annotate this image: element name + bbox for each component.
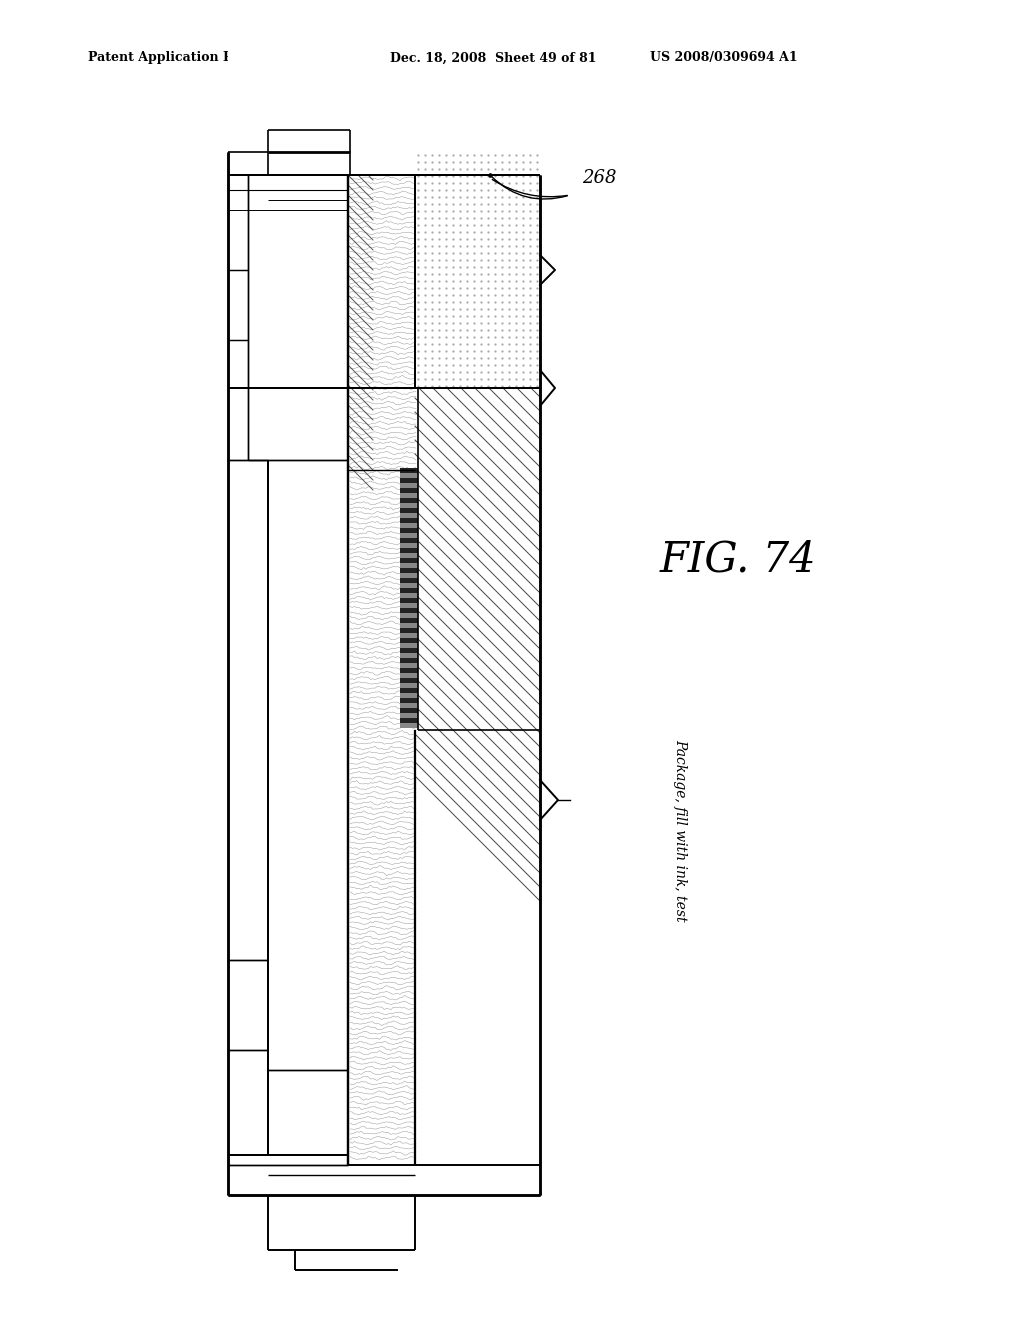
Bar <box>400 643 418 648</box>
Text: 268: 268 <box>582 169 616 187</box>
Bar <box>400 623 418 628</box>
Bar <box>400 548 418 553</box>
Bar <box>400 612 418 618</box>
Bar <box>400 708 418 713</box>
Bar <box>400 492 418 498</box>
Bar <box>400 678 418 682</box>
Bar <box>415 388 540 1195</box>
Bar <box>400 478 418 483</box>
Bar <box>400 718 418 723</box>
Bar <box>400 533 418 539</box>
Bar <box>400 698 418 704</box>
Bar <box>400 638 418 643</box>
Bar <box>400 564 418 568</box>
Bar <box>400 653 418 657</box>
Bar <box>400 539 418 543</box>
Bar <box>400 598 418 603</box>
Bar <box>400 498 418 503</box>
Bar <box>400 553 418 558</box>
Text: FIG. 74: FIG. 74 <box>660 539 816 581</box>
Text: Patent Application Publication: Patent Application Publication <box>88 51 303 65</box>
Bar <box>400 723 418 729</box>
Text: US 2008/0309694 A1: US 2008/0309694 A1 <box>650 51 798 65</box>
Bar <box>400 668 418 673</box>
Bar <box>400 578 418 583</box>
Bar <box>400 628 418 634</box>
Bar <box>400 523 418 528</box>
Bar <box>400 609 418 612</box>
Bar <box>400 587 418 593</box>
Bar <box>400 558 418 564</box>
Bar <box>400 503 418 508</box>
Bar <box>400 673 418 678</box>
Bar <box>228 0 348 459</box>
Bar <box>400 682 418 688</box>
Bar <box>400 543 418 548</box>
Bar <box>400 648 418 653</box>
Text: Dec. 18, 2008  Sheet 49 of 81: Dec. 18, 2008 Sheet 49 of 81 <box>390 51 597 65</box>
Bar <box>400 634 418 638</box>
Bar <box>400 704 418 708</box>
Bar <box>400 568 418 573</box>
Bar <box>400 657 418 663</box>
Text: Package, fill with ink, test: Package, fill with ink, test <box>673 739 687 921</box>
Bar <box>400 528 418 533</box>
Bar <box>400 513 418 517</box>
Bar <box>400 573 418 578</box>
Bar <box>228 459 348 960</box>
Bar <box>400 593 418 598</box>
FancyArrowPatch shape <box>493 180 567 197</box>
Bar <box>400 693 418 698</box>
Bar <box>400 583 418 587</box>
Bar <box>400 618 418 623</box>
Bar <box>400 688 418 693</box>
Bar <box>400 508 418 513</box>
Bar <box>400 603 418 609</box>
Bar <box>400 517 418 523</box>
Bar <box>400 663 418 668</box>
Bar <box>400 483 418 488</box>
Bar <box>400 488 418 492</box>
Bar <box>400 473 418 478</box>
Bar <box>400 713 418 718</box>
Bar <box>400 469 418 473</box>
